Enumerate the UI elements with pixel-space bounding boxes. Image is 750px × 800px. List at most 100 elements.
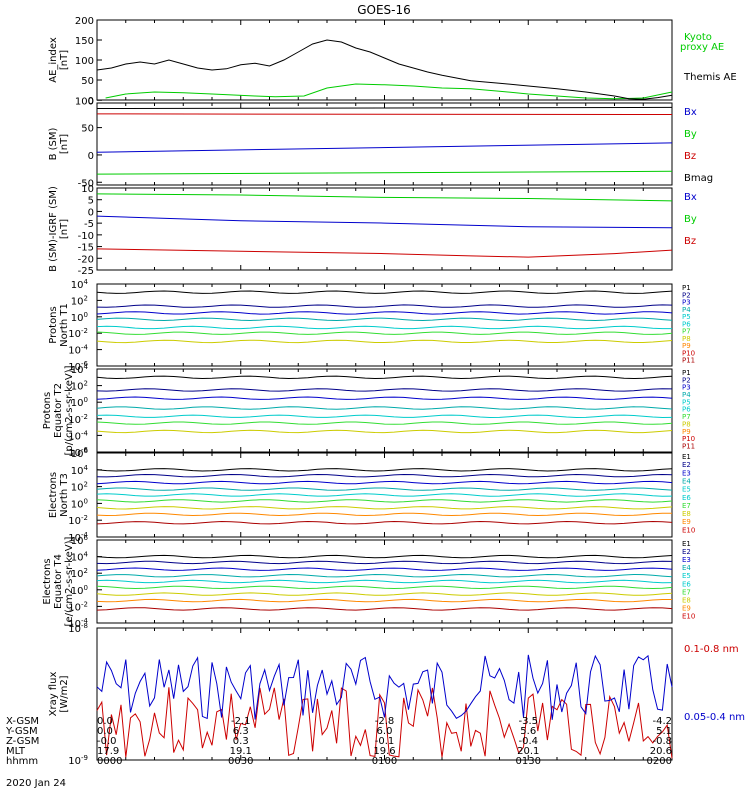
legend-p2: P2 — [682, 376, 691, 384]
legend-e4: E4 — [682, 564, 691, 572]
y-tick-label: 50 — [81, 76, 94, 87]
series-line-themis-ae — [96, 39, 673, 100]
footer-value: -4.2 — [652, 716, 672, 727]
legend-e2: E2 — [682, 548, 691, 556]
footer-value: -0.8 — [652, 736, 672, 747]
y-tick-label: 10-4 — [68, 344, 88, 357]
series-line-p5 — [96, 414, 673, 419]
footer-value: 0000 — [97, 756, 122, 767]
series-line-e8 — [96, 598, 672, 603]
legend-e8: E8 — [682, 510, 691, 518]
y-axis-label: Xray flux[W/m2] — [48, 672, 70, 717]
footer-value: -0.0 — [97, 736, 117, 747]
series-line-p5 — [96, 325, 672, 330]
footer-value: 17.9 — [97, 746, 119, 757]
figure-title: GOES-16 — [357, 3, 411, 17]
series-line-bx — [96, 215, 673, 229]
series-line-p6 — [96, 421, 673, 425]
legend-bz: Bz — [684, 236, 696, 247]
legend-e10: E10 — [682, 526, 695, 534]
y-tick-label: 0 — [88, 151, 94, 162]
legend-e1: E1 — [682, 540, 691, 548]
series-line-p6 — [96, 331, 673, 335]
y-tick-label: -50 — [78, 178, 94, 189]
legend-e1: E1 — [682, 453, 691, 461]
footer-value: 5.6 — [520, 726, 536, 737]
footer-label-x-gsm: X-GSM — [6, 716, 39, 727]
series-line-e5 — [96, 493, 673, 497]
footer-value: 0.0 — [97, 716, 113, 727]
legend-p9: P9 — [682, 342, 691, 350]
series-line-e2 — [96, 473, 673, 478]
series-line-p7 — [96, 429, 673, 434]
series-line-bx — [96, 142, 673, 153]
footer-value: 0200 — [647, 756, 672, 767]
y-tick-label: 100 — [75, 96, 94, 107]
series-line-e1 — [96, 554, 673, 559]
y-tick-label: 200 — [75, 16, 94, 27]
footer-label-mlt: MLT — [6, 746, 26, 757]
footer-value: -3.5 — [518, 716, 538, 727]
footer-value: 20.6 — [650, 746, 672, 757]
legend-e3: E3 — [682, 556, 691, 564]
legend-p7: P7 — [682, 328, 691, 336]
legend-bx: Bx — [684, 192, 697, 203]
y-axis-label: AE_index[nT] — [48, 37, 70, 83]
legend-bz: Bz — [684, 151, 696, 162]
legend-kyoto-proxy-ae-2: proxy AE — [680, 42, 724, 53]
series-line-p3 — [96, 396, 673, 400]
series-line-e1 — [96, 468, 673, 472]
legend-e9: E9 — [682, 518, 691, 526]
legend-p10: P10 — [682, 349, 695, 357]
y-tick-label: -15 — [78, 243, 94, 254]
legend-e2: E2 — [682, 461, 691, 469]
legend-p4: P4 — [682, 391, 691, 399]
legend-p5: P5 — [682, 398, 691, 406]
series-line-bz — [96, 248, 673, 258]
footer-value: -0.4 — [518, 736, 538, 747]
footer-label-hhmm: hhmm — [6, 756, 38, 767]
series-line-e6 — [96, 585, 673, 590]
series-line-p4 — [96, 317, 673, 322]
legend-p6: P6 — [682, 406, 691, 414]
series-line-e7 — [96, 506, 673, 510]
series-line-p4 — [96, 406, 673, 410]
y-tick-label: 10-2 — [68, 327, 88, 340]
footer-value: -0.1 — [375, 736, 395, 747]
footer-value: -2.1 — [231, 716, 251, 727]
legend-p9: P9 — [682, 428, 691, 436]
series-line-p2 — [96, 388, 673, 392]
series-line-xray-2 — [96, 654, 673, 720]
legend-e5: E5 — [682, 486, 691, 494]
footer-value: 0.0 — [97, 726, 113, 737]
series-line-e10 — [96, 607, 673, 611]
y-tick-label: 150 — [75, 36, 94, 47]
legend-p11: P11 — [682, 357, 695, 365]
legend-xray-short: 0.1-0.8 nm — [684, 644, 739, 655]
y-axis-label: B (SM)[nT] — [48, 127, 70, 160]
series-line-bz — [96, 113, 673, 115]
legend-e6: E6 — [682, 580, 691, 588]
series-line-e4 — [96, 573, 673, 578]
legend-bx: Bx — [684, 107, 697, 118]
legend-by: By — [684, 214, 697, 225]
footer-value: 0130 — [516, 756, 541, 767]
footer-value: -2.8 — [375, 716, 395, 727]
date-label: 2020 Jan 24 — [6, 778, 66, 789]
y-tick-label: -25 — [78, 266, 94, 277]
legend-e5: E5 — [682, 572, 691, 580]
y-tick-label: 100 — [71, 497, 88, 510]
footer-value: 6.3 — [233, 726, 249, 737]
legend-e3: E3 — [682, 469, 691, 477]
legend-p11: P11 — [682, 442, 695, 450]
y-tick-label: 104 — [71, 278, 89, 291]
series-line-e3 — [96, 480, 673, 485]
series-line-p3 — [96, 311, 673, 315]
legend-p2: P2 — [682, 291, 691, 299]
legend-e7: E7 — [682, 588, 691, 596]
footer-value: 6.0 — [377, 726, 393, 737]
footer-table: X-GSM 0.0 -2.1 -2.8 -3.5 -4.2 Y-GSM 0.0 6.3 6.0 5.… — [5, 716, 672, 767]
y-tick-label: 102 — [71, 294, 88, 307]
